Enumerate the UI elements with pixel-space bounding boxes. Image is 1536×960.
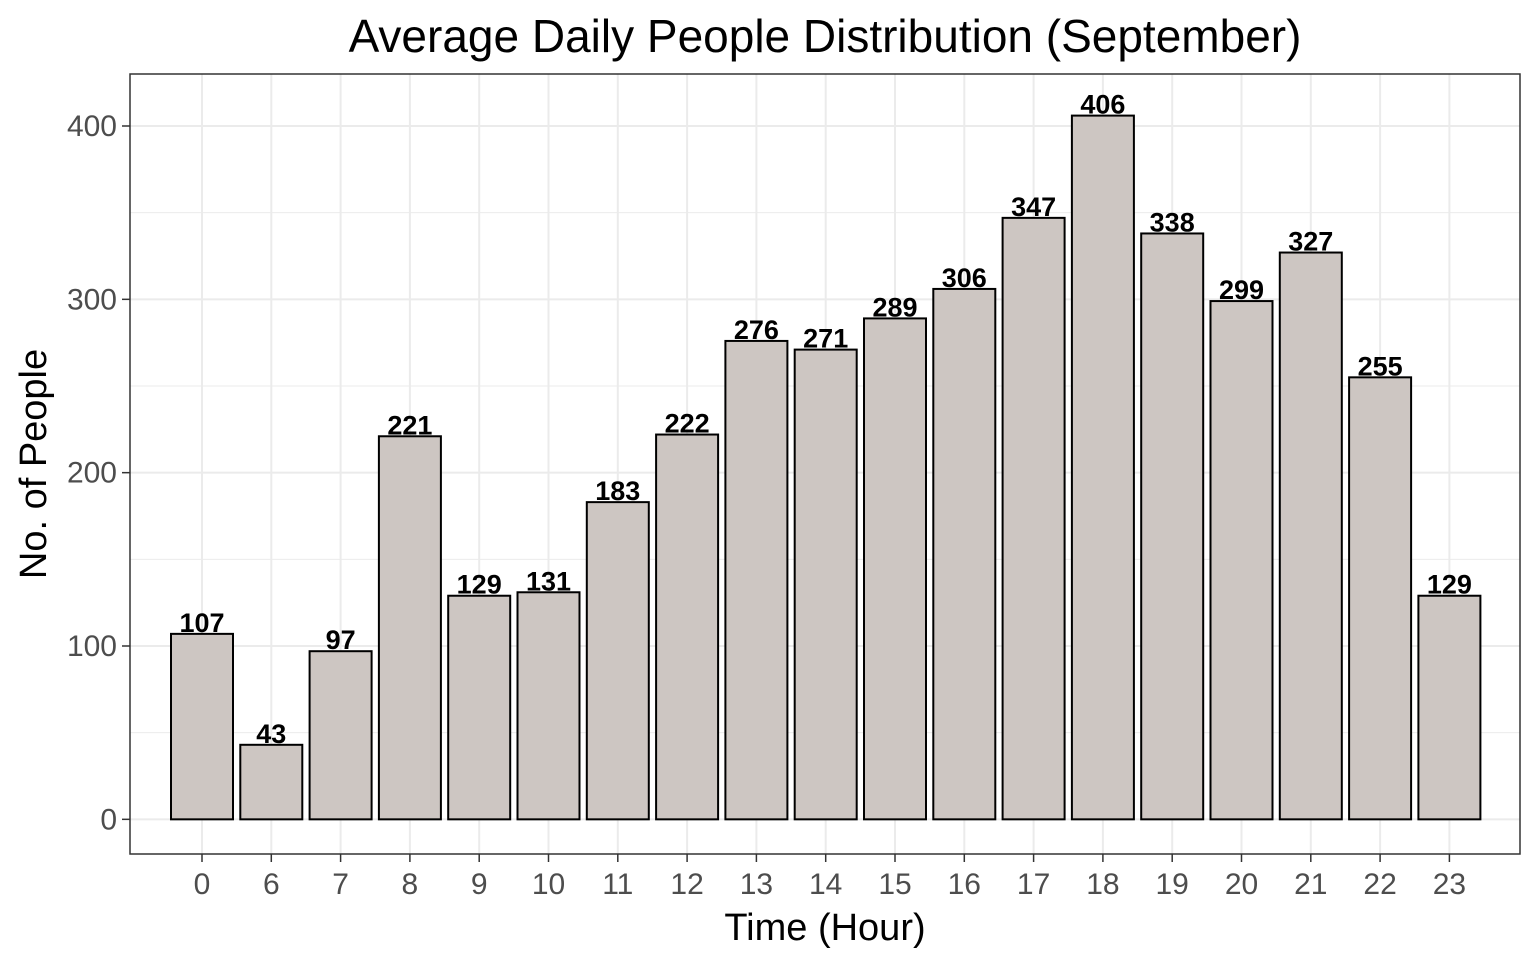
x-axis-title: Time (Hour) <box>724 907 925 949</box>
data-label: 222 <box>665 409 710 439</box>
bar <box>1001 216 1066 821</box>
bar <box>1278 251 1343 821</box>
x-tick-label: 8 <box>402 868 419 901</box>
data-label: 255 <box>1358 351 1403 381</box>
y-axis-title: No. of People <box>13 349 55 579</box>
x-tick-label: 21 <box>1294 868 1327 901</box>
bar <box>1348 376 1413 821</box>
y-tick-label: 400 <box>67 110 117 143</box>
bar <box>170 632 234 821</box>
bar <box>377 435 442 821</box>
data-label: 131 <box>526 566 571 596</box>
data-label: 327 <box>1288 227 1333 257</box>
x-tick-label: 13 <box>740 868 773 901</box>
data-label: 338 <box>1150 207 1195 237</box>
data-label: 183 <box>595 476 640 506</box>
data-label: 97 <box>326 625 356 655</box>
bar <box>724 339 789 821</box>
x-tick-label: 6 <box>263 868 280 901</box>
chart-title: Average Daily People Distribution (Septe… <box>349 10 1302 62</box>
bar <box>1070 114 1135 821</box>
x-tick-label: 11 <box>602 868 633 901</box>
x-tick-label: 20 <box>1225 868 1258 901</box>
x-tick-label: 7 <box>332 868 349 901</box>
x-tick-label: 9 <box>471 868 488 901</box>
data-label: 289 <box>872 292 917 322</box>
bar <box>1417 594 1482 821</box>
data-label: 299 <box>1219 275 1264 305</box>
bar <box>239 743 304 821</box>
x-tick-label: 0 <box>194 868 211 901</box>
data-label: 129 <box>1427 570 1472 600</box>
bar <box>932 287 997 821</box>
bar <box>585 501 650 821</box>
x-tick-label: 12 <box>670 868 703 901</box>
data-label: 43 <box>256 719 286 749</box>
data-label: 347 <box>1011 192 1056 222</box>
y-tick-label: 300 <box>67 283 117 316</box>
x-tick-label: 17 <box>1017 868 1050 901</box>
bar <box>1140 232 1205 821</box>
data-label: 221 <box>387 410 432 440</box>
x-tick-label: 22 <box>1363 868 1396 901</box>
y-tick-label: 100 <box>67 630 117 663</box>
x-tick-label: 10 <box>532 868 565 901</box>
data-label: 271 <box>803 324 848 354</box>
bar <box>793 348 858 821</box>
y-tick-label: 0 <box>100 803 117 836</box>
data-label: 406 <box>1080 90 1125 120</box>
x-tick-label: 18 <box>1086 868 1119 901</box>
bar <box>863 317 927 821</box>
bar <box>308 650 373 821</box>
bar <box>655 433 720 821</box>
bar <box>1209 300 1274 821</box>
data-label: 276 <box>734 315 779 345</box>
x-axis: 0 6 7 8 9 10 11 12 13 14 15 16 17 18 19 20 21 22 23 <box>194 854 1466 901</box>
data-label: 306 <box>942 263 987 293</box>
x-tick-label: 16 <box>948 868 981 901</box>
x-tick-label: 19 <box>1156 868 1189 901</box>
data-label: 129 <box>457 570 502 600</box>
bar <box>447 594 512 821</box>
x-tick-label: 23 <box>1433 868 1466 901</box>
bars <box>170 114 1482 821</box>
bar <box>516 591 581 821</box>
y-axis: 0 100 200 300 400 <box>67 110 130 836</box>
data-labels: 107 43 97 221 129 131 183 222 276 271 289 306 347 406… <box>179 90 1471 749</box>
x-tick-label: 14 <box>809 868 842 901</box>
y-tick-label: 200 <box>67 457 117 490</box>
data-label: 107 <box>179 608 224 638</box>
x-tick-label: 15 <box>878 868 911 901</box>
